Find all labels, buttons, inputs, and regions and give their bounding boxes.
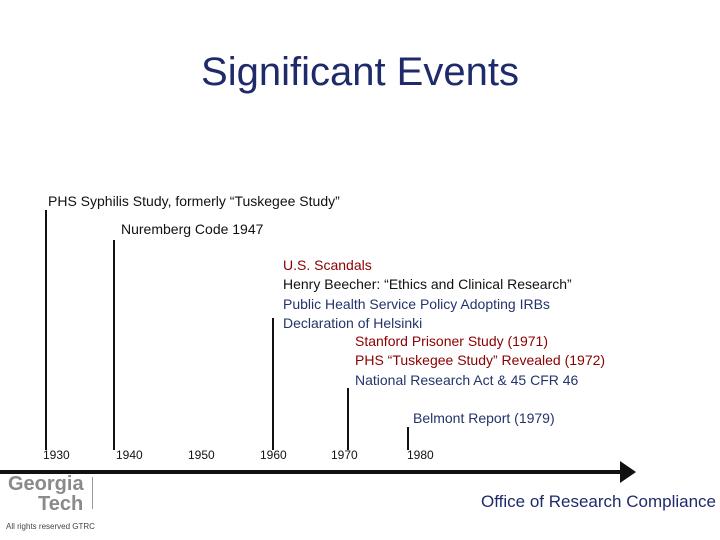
- marker-1940: [113, 240, 115, 450]
- event-belmont: Belmont Report (1979): [413, 410, 555, 426]
- year-label-1980: 1980: [407, 448, 434, 462]
- year-label-1970: 1970: [331, 448, 358, 462]
- timeline-arrowhead: [620, 461, 636, 483]
- year-label-1960: 1960: [260, 448, 287, 462]
- logo-divider: [92, 477, 93, 509]
- office-name: Office of Research Compliance: [481, 492, 716, 511]
- event-national-research-act: National Research Act & 45 CFR 46: [355, 372, 579, 388]
- event-helsinki: Declaration of Helsinki: [283, 315, 423, 331]
- georgia-tech-logo: Georgia Tech: [8, 474, 84, 514]
- event-beecher: Henry Beecher: “Ethics and Clinical Rese…: [283, 276, 572, 292]
- year-label-1930: 1930: [43, 448, 70, 462]
- event-nuremberg: Nuremberg Code 1947: [121, 221, 264, 237]
- year-label-1950: 1950: [188, 448, 215, 462]
- marker-1960: [272, 318, 274, 450]
- logo-line-2: Tech: [38, 493, 84, 515]
- event-phs-policy: Public Health Service Policy Adopting IR…: [283, 296, 550, 312]
- slide-title: Significant Events: [201, 50, 519, 94]
- year-label-1940: 1940: [116, 448, 143, 462]
- marker-1979: [407, 427, 409, 450]
- timeline-axis: [0, 470, 630, 474]
- marker-1930: [45, 210, 47, 450]
- event-phs-syphilis: PHS Syphilis Study, formerly “Tuskegee S…: [48, 193, 340, 209]
- event-us-scandals: U.S. Scandals: [283, 257, 372, 273]
- event-tuskegee-revealed: PHS “Tuskegee Study” Revealed (1972): [355, 352, 606, 368]
- logo-line-1: Georgia: [8, 473, 84, 495]
- event-stanford: Stanford Prisoner Study (1971): [355, 333, 548, 349]
- copyright-text: All rights reserved GTRC: [6, 522, 95, 531]
- marker-1970: [347, 388, 349, 450]
